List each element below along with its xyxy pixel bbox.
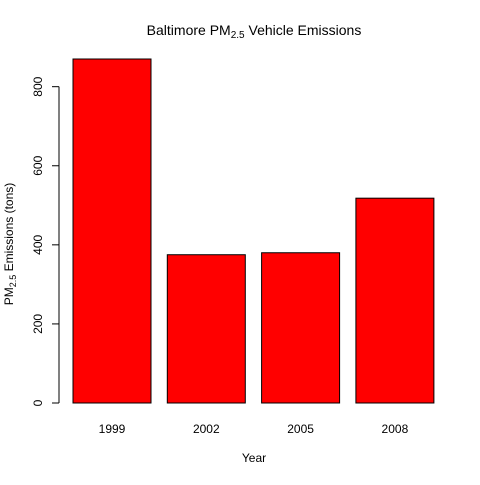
y-tick-label-600: 600 [31, 155, 45, 175]
y-tick-label-800: 800 [31, 76, 45, 96]
y-tick-label-200: 200 [31, 314, 45, 334]
y-tick-label-400: 400 [31, 235, 45, 255]
y-axis-label-main: PM [2, 287, 16, 305]
y-axis: 0 200 400 600 800 [31, 76, 60, 406]
x-tick-label-2005: 2005 [287, 422, 314, 436]
chart-title: Baltimore PM2.5 Vehicle Emissions [147, 22, 362, 41]
y-axis-label-rest: Emissions (tons) [2, 183, 16, 275]
bar-2002 [166, 254, 246, 404]
x-tick-labels: 1999 2002 2005 2008 [99, 422, 409, 436]
y-axis-label: PM2.5 Emissions (tons) [2, 183, 18, 306]
chart-title-subscript: 2.5 [231, 30, 245, 41]
y-axis-label-subscript: 2.5 [8, 275, 18, 288]
x-axis-label: Year [242, 451, 266, 465]
bar-2008 [355, 197, 435, 404]
bar-1999 [72, 58, 152, 404]
bars-group [72, 58, 435, 404]
bar-2005 [261, 252, 341, 404]
chart-title-main: Baltimore PM [147, 22, 231, 38]
x-tick-label-1999: 1999 [99, 422, 126, 436]
x-tick-label-2002: 2002 [193, 422, 220, 436]
chart-title-rest: Vehicle Emissions [245, 22, 362, 38]
y-tick-label-0: 0 [31, 399, 45, 406]
x-tick-label-2008: 2008 [382, 422, 409, 436]
